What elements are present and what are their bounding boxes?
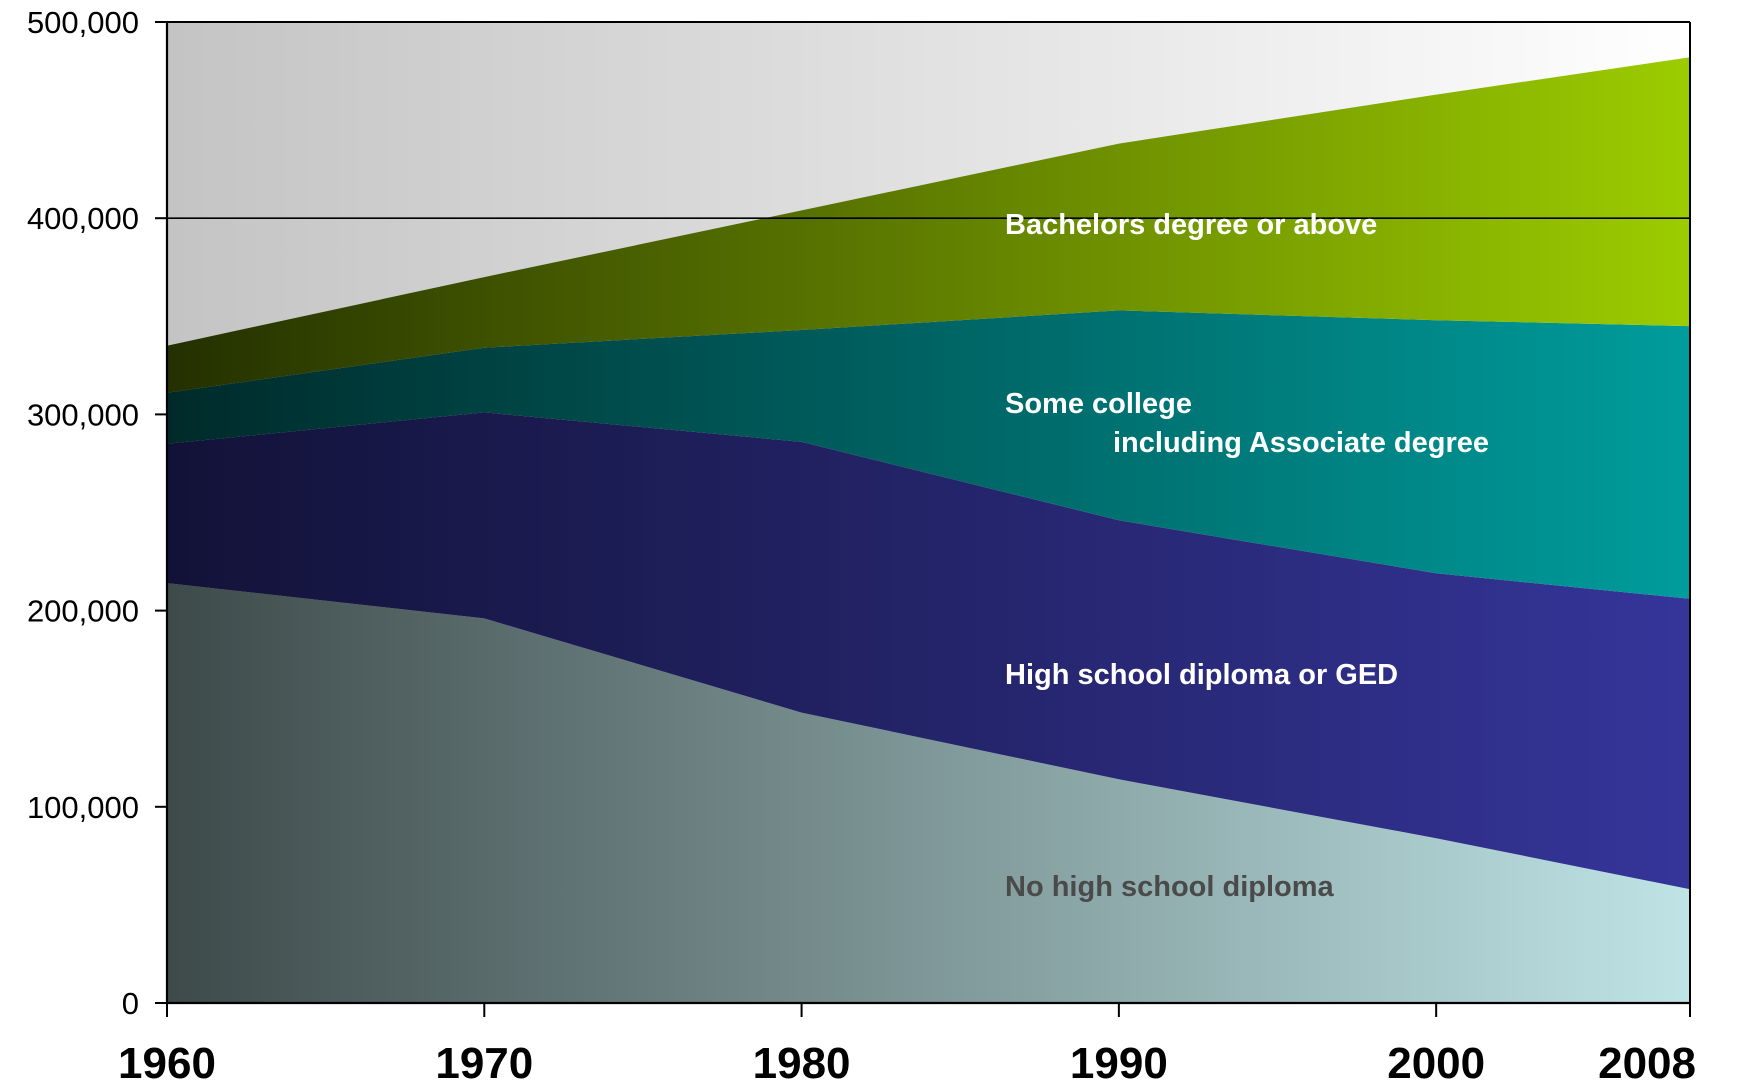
series-label-bachelors-degree-or-above: Bachelors degree or above	[1005, 209, 1377, 241]
x-tick-label: 2000	[1387, 1039, 1485, 1087]
x-tick-label: 1990	[1070, 1039, 1168, 1087]
area-some-college-including-associate-degree	[167, 310, 1690, 599]
y-tick-label: 300,000	[27, 397, 139, 432]
x-tick-label: 1960	[118, 1039, 216, 1087]
y-axis-ticks: 0 100,000 200,000 300,000 400,000 500,000	[27, 5, 167, 1021]
y-tick-label: 400,000	[27, 201, 139, 236]
series-labels: No high school diploma High school diplom…	[1005, 209, 1489, 903]
x-tick-label: 1970	[435, 1039, 533, 1087]
y-tick-label: 500,000	[27, 5, 139, 40]
x-tick-label: 1980	[753, 1039, 851, 1087]
series-label-some-college-including-associate-degree: Some college	[1005, 388, 1192, 420]
y-tick-label: 100,000	[27, 790, 139, 825]
series-label-some-college-including-associate-degree: including Associate degree	[1113, 427, 1489, 459]
y-tick-label: 0	[122, 986, 139, 1021]
area-no-high-school-diploma	[167, 583, 1690, 1003]
x-axis-ticks: 1960 1970 1980 1990 2000 2008	[118, 1003, 1696, 1087]
y-tick-label: 200,000	[27, 594, 139, 629]
series-label-no-high-school-diploma: No high school diploma	[1005, 871, 1335, 903]
series-label-high-school-diploma-or-ged: High school diploma or GED	[1005, 659, 1398, 691]
area-bachelors-degree-or-above	[167, 57, 1690, 393]
x-tick-label: 2008	[1598, 1039, 1696, 1087]
plot-area	[167, 22, 1690, 1003]
area-high-school-diploma-or-ged	[167, 412, 1690, 890]
